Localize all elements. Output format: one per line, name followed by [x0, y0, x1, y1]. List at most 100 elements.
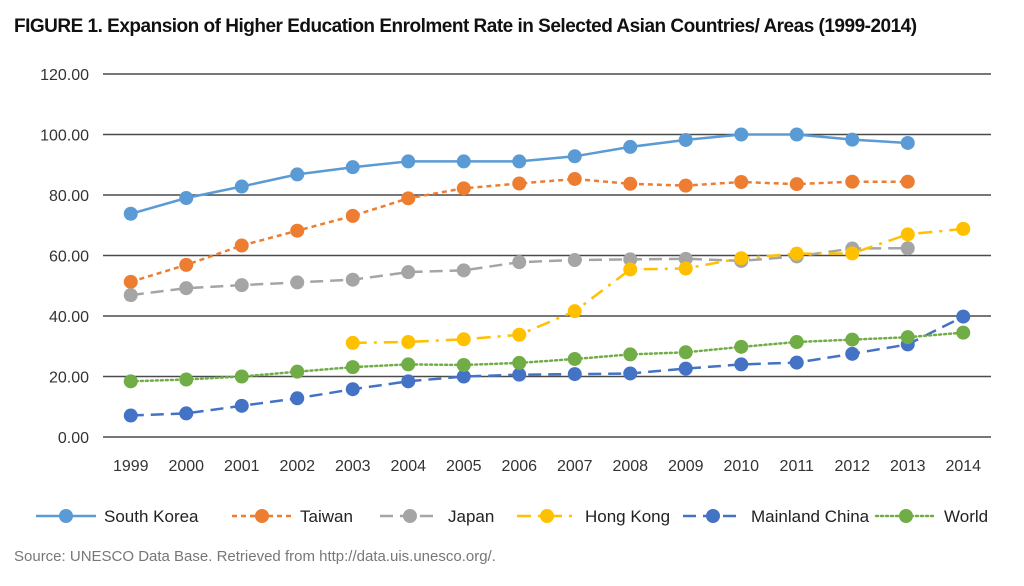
- data-point-taiwan: [789, 177, 804, 192]
- data-point-japan: [234, 278, 249, 293]
- data-point-japan: [401, 265, 416, 280]
- data-point-japan: [512, 255, 527, 270]
- data-point-hong-kong: [678, 261, 693, 276]
- data-point-south-korea: [678, 132, 693, 147]
- data-point-hong-kong: [956, 221, 971, 236]
- data-point-mainland-china: [956, 309, 971, 324]
- legend-marker-taiwan: [255, 509, 269, 523]
- y-tick-label: 40.00: [49, 309, 89, 326]
- series-layer: [123, 127, 971, 423]
- data-point-mainland-china: [345, 382, 360, 397]
- series-hong-kong: [345, 221, 971, 350]
- data-point-hong-kong: [401, 335, 416, 350]
- data-point-japan: [345, 272, 360, 287]
- data-point-japan: [456, 263, 471, 278]
- data-point-south-korea: [845, 132, 860, 147]
- data-point-taiwan: [123, 274, 138, 289]
- data-point-hong-kong: [512, 327, 527, 342]
- data-point-world: [845, 332, 860, 347]
- x-tick-label: 2014: [945, 458, 981, 475]
- x-tick-label: 2013: [890, 458, 926, 475]
- legend-marker-mainland-china: [706, 509, 720, 523]
- data-point-mainland-china: [678, 361, 693, 376]
- data-point-mainland-china: [734, 357, 749, 372]
- data-point-taiwan: [290, 223, 305, 238]
- data-point-taiwan: [456, 181, 471, 196]
- data-point-taiwan: [900, 174, 915, 189]
- series-line-south-korea: [130, 133, 908, 216]
- x-tick-label: 2012: [834, 458, 870, 475]
- data-point-south-korea: [179, 191, 194, 206]
- y-tick-label: 0.00: [58, 430, 89, 447]
- data-point-world: [290, 364, 305, 379]
- y-tick-label: 80.00: [49, 188, 89, 205]
- data-point-south-korea: [734, 127, 749, 142]
- data-point-world: [789, 335, 804, 350]
- data-point-south-korea: [512, 154, 527, 169]
- legend-label-hong-kong: Hong Kong: [585, 507, 670, 526]
- x-tick-label: 2010: [723, 458, 759, 475]
- series-mainland-china: [123, 309, 971, 423]
- data-point-world: [456, 358, 471, 373]
- legend-marker-world: [899, 509, 913, 523]
- data-point-hong-kong: [345, 335, 360, 350]
- data-point-taiwan: [345, 208, 360, 223]
- series-world: [123, 325, 971, 389]
- data-point-mainland-china: [234, 398, 249, 413]
- data-point-south-korea: [789, 127, 804, 142]
- data-point-world: [234, 369, 249, 384]
- data-point-hong-kong: [623, 262, 638, 277]
- data-point-taiwan: [567, 171, 582, 186]
- series-line-taiwan: [130, 177, 908, 283]
- data-point-japan: [678, 251, 693, 266]
- data-point-hong-kong: [567, 304, 582, 319]
- y-tick-label: 20.00: [49, 370, 89, 387]
- data-point-south-korea: [290, 167, 305, 182]
- data-point-world: [123, 374, 138, 389]
- legend-marker-hong-kong: [540, 509, 554, 523]
- data-point-world: [512, 355, 527, 370]
- data-point-mainland-china: [290, 391, 305, 406]
- data-point-japan: [623, 252, 638, 267]
- series-line-mainland-china: [130, 315, 964, 417]
- x-tick-label: 2007: [557, 458, 593, 475]
- data-point-world: [956, 325, 971, 340]
- data-point-mainland-china: [567, 367, 582, 382]
- data-point-hong-kong: [789, 246, 804, 261]
- series-line-world: [129, 331, 965, 383]
- data-point-mainland-china: [789, 355, 804, 370]
- gridlines: [103, 73, 991, 438]
- y-axis-ticks: 0.00 20.00 40.00 60.00 80.00 100.00 120.00: [40, 67, 89, 447]
- series-taiwan: [123, 171, 915, 289]
- x-tick-label: 1999: [113, 458, 149, 475]
- data-point-south-korea: [567, 149, 582, 164]
- data-point-japan: [290, 275, 305, 290]
- legend: South Korea Taiwan Japan Hong Kong Mainland …: [36, 507, 988, 526]
- data-point-hong-kong: [456, 332, 471, 347]
- data-point-mainland-china: [512, 367, 527, 382]
- data-point-mainland-china: [623, 366, 638, 381]
- data-point-south-korea: [623, 139, 638, 154]
- data-point-japan: [123, 288, 138, 303]
- chart-title: FIGURE 1. Expansion of Higher Education …: [14, 16, 917, 37]
- data-point-world: [678, 345, 693, 360]
- x-tick-label: 2008: [612, 458, 648, 475]
- data-point-hong-kong: [845, 246, 860, 261]
- data-point-world: [179, 372, 194, 387]
- data-point-mainland-china: [456, 369, 471, 384]
- series-south-korea: [123, 127, 915, 221]
- data-point-world: [567, 351, 582, 366]
- series-japan: [123, 241, 915, 303]
- data-point-hong-kong: [734, 251, 749, 266]
- x-tick-label: 2004: [390, 458, 426, 475]
- x-tick-label: 2005: [446, 458, 482, 475]
- data-point-south-korea: [401, 154, 416, 169]
- data-point-south-korea: [345, 160, 360, 175]
- x-tick-label: 2000: [168, 458, 204, 475]
- data-point-taiwan: [623, 176, 638, 191]
- data-point-mainland-china: [845, 346, 860, 361]
- x-axis-ticks: 1999 2000 2001 2002 2003 2004 2005 2006 2007 2008…: [113, 458, 981, 475]
- data-point-world: [900, 330, 915, 345]
- legend-label-taiwan: Taiwan: [300, 507, 353, 526]
- data-point-taiwan: [234, 238, 249, 253]
